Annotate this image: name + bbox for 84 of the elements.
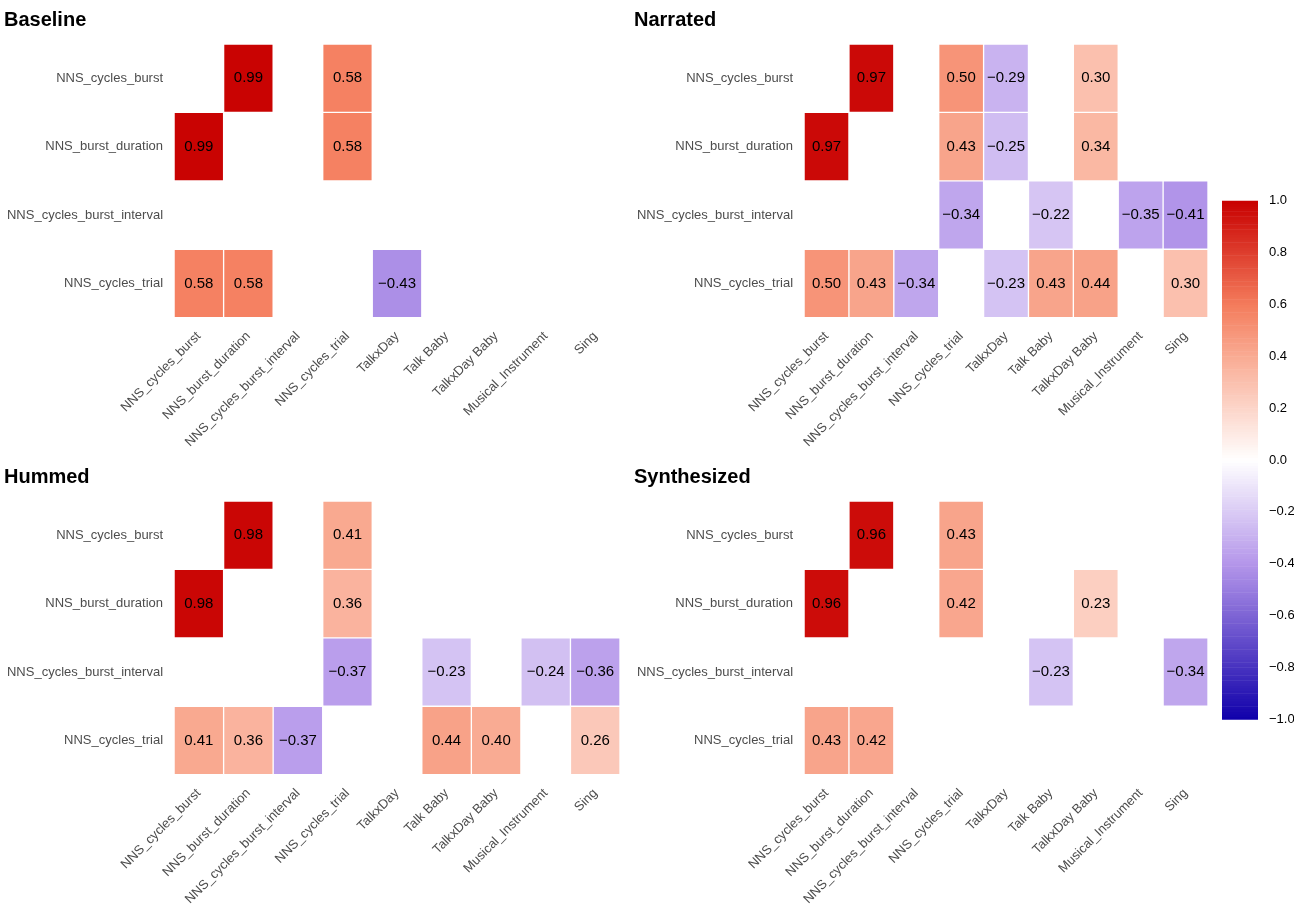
data-label: −0.37 [278,730,317,748]
data-label: 0.42 [946,593,976,611]
x-tick-label: Sing [570,785,600,815]
y-tick-label: NNS_cycles_burst_interval [6,206,164,222]
y-tick-label: NNS_cycles_burst [56,69,164,85]
y-tick-label: NNS_burst_duration [45,595,164,611]
data-label: −0.41 [1166,205,1205,223]
data-label: 0.44 [1081,273,1111,291]
data-label: 0.43 [856,273,886,291]
color-bar-label: 0.2 [1269,399,1288,415]
y-tick-label: NNS_burst_duration [45,138,164,154]
data-label: −0.23 [427,662,466,680]
y-tick-label: NNS_cycles_burst_interval [6,663,164,679]
data-label: −0.36 [576,662,615,680]
data-label: 0.44 [431,730,462,748]
data-label: 0.58 [332,136,363,154]
data-label: 0.97 [811,136,842,154]
y-tick-label: NNS_cycles_trial [694,731,794,747]
data-label: 0.98 [233,525,263,543]
data-label: 0.98 [184,593,214,611]
chart-title: Hummed [4,464,90,487]
chart-title: Narrated [634,7,717,30]
data-label: 0.26 [580,730,610,748]
data-label: −0.23 [987,273,1026,291]
data-label: 0.50 [946,68,976,86]
data-label: −0.24 [526,662,565,680]
data-label: −0.43 [378,273,417,291]
data-label: 0.58 [332,68,363,86]
y-tick-label: NNS_cycles_burst [56,526,164,542]
data-label: 0.34 [1081,136,1111,154]
data-label: 0.99 [233,68,263,86]
data-label: −0.23 [1031,662,1070,680]
data-label: 0.58 [233,273,263,291]
data-label: 0.23 [1081,593,1111,611]
x-tick-label: Sing [570,328,600,358]
data-label: 0.99 [184,136,214,154]
data-label: −0.37 [328,662,367,680]
color-bar-label: 1.0 [1269,192,1288,208]
color-bar-label: −1.0 [1269,710,1295,726]
data-label: −0.25 [987,136,1026,154]
data-label: −0.35 [1121,205,1160,223]
data-label: 0.41 [184,730,214,748]
data-label: −0.34 [1166,662,1205,680]
data-label: 0.58 [184,273,214,291]
data-label: 0.43 [811,730,842,748]
color-bar-label: 0.6 [1269,296,1288,312]
y-tick-label: NNS_cycles_burst [686,526,794,542]
data-label: 0.36 [233,730,263,748]
y-tick-label: NNS_cycles_trial [64,274,164,290]
x-tick-label: Sing [1161,328,1191,358]
data-label: 0.97 [856,68,886,86]
y-tick-label: NNS_cycles_burst [686,69,794,85]
color-bar-label: −0.2 [1269,503,1295,519]
y-tick-label: NNS_cycles_trial [64,731,164,747]
data-label: −0.22 [1031,205,1070,223]
y-tick-label: NNS_burst_duration [675,138,794,154]
data-label: 0.40 [481,730,511,748]
data-label: 0.30 [1170,273,1201,291]
chart-title: Synthesized [634,464,751,487]
data-label: 0.96 [811,593,842,611]
data-label: 0.42 [856,730,886,748]
data-label: −0.34 [942,205,981,223]
color-bar-label: −0.8 [1269,658,1295,674]
data-label: −0.29 [987,68,1026,86]
data-label: 0.30 [1081,68,1111,86]
color-bar-label: 0.8 [1269,244,1288,260]
data-label: −0.34 [897,273,936,291]
x-tick-label: Sing [1161,785,1191,815]
data-label: 0.43 [946,525,976,543]
y-tick-label: NNS_cycles_burst_interval [636,206,794,222]
color-bar-label: 0.0 [1269,451,1288,467]
data-label: 0.43 [1036,273,1066,291]
color-bar-label: −0.6 [1269,607,1295,623]
data-label: 0.96 [856,525,886,543]
y-tick-label: NNS_cycles_trial [694,274,794,290]
chart-title: Baseline [4,7,87,30]
color-bar-label: 0.4 [1269,347,1288,363]
data-label: 0.43 [946,136,976,154]
color-bar-label: −0.4 [1269,555,1295,571]
y-tick-label: NNS_cycles_burst_interval [636,663,794,679]
data-label: 0.50 [811,273,842,291]
y-tick-label: NNS_burst_duration [675,595,794,611]
data-label: 0.41 [332,525,363,543]
data-label: 0.36 [332,593,363,611]
